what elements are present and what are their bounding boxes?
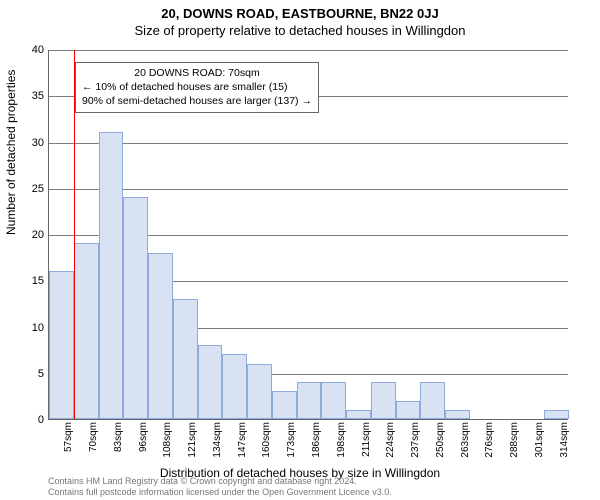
x-tick-label: 96sqm	[138, 422, 149, 452]
x-tick-label: 237sqm	[410, 422, 421, 458]
histogram-bar	[148, 253, 173, 420]
y-tick-label: 40	[14, 44, 44, 56]
histogram-bar	[173, 299, 198, 419]
x-tick-label: 314sqm	[559, 422, 570, 458]
histogram-bar	[99, 132, 124, 419]
x-tick-label: 70sqm	[88, 422, 99, 452]
histogram-bar	[346, 410, 371, 419]
annotation-box: 20 DOWNS ROAD: 70sqm ← 10% of detached h…	[75, 62, 319, 113]
chart-title-main: 20, DOWNS ROAD, EASTBOURNE, BN22 0JJ	[0, 0, 600, 21]
x-tick-label: 134sqm	[212, 422, 223, 458]
x-tick-label: 173sqm	[286, 422, 297, 458]
histogram-bar	[396, 401, 421, 420]
x-tick-label: 121sqm	[187, 422, 198, 458]
histogram-bar	[123, 197, 148, 419]
x-tick-label: 108sqm	[162, 422, 173, 458]
credits: Contains HM Land Registry data © Crown c…	[48, 476, 392, 498]
histogram-bar	[420, 382, 445, 419]
x-tick-label: 160sqm	[261, 422, 272, 458]
histogram-bar	[74, 243, 99, 419]
gridline	[49, 143, 568, 144]
y-tick-label: 0	[14, 414, 44, 426]
gridline	[49, 50, 568, 51]
x-tick-label: 83sqm	[113, 422, 124, 452]
annotation-line-2: ← 10% of detached houses are smaller (15…	[82, 80, 312, 94]
x-tick-label: 250sqm	[435, 422, 446, 458]
gridline	[49, 189, 568, 190]
credits-line-2: Contains full postcode information licen…	[48, 487, 392, 498]
histogram-bar	[49, 271, 74, 419]
y-tick-label: 20	[14, 229, 44, 241]
histogram-bar	[198, 345, 223, 419]
x-tick-label: 276sqm	[484, 422, 495, 458]
histogram-bar	[321, 382, 346, 419]
histogram-bar	[247, 364, 272, 420]
annotation-line-1: 20 DOWNS ROAD: 70sqm	[82, 66, 312, 80]
chart-title-sub: Size of property relative to detached ho…	[0, 21, 600, 42]
x-tick-label: 301sqm	[534, 422, 545, 458]
x-tick-label: 211sqm	[361, 422, 372, 457]
x-tick-label: 147sqm	[237, 422, 248, 458]
annotation-line-3: 90% of semi-detached houses are larger (…	[82, 94, 312, 108]
y-tick-label: 15	[14, 275, 44, 287]
y-tick-label: 10	[14, 322, 44, 334]
histogram-bar	[272, 391, 297, 419]
x-tick-label: 288sqm	[509, 422, 520, 458]
histogram-bar	[222, 354, 247, 419]
y-tick-label: 25	[14, 183, 44, 195]
histogram-bar	[544, 410, 569, 419]
x-tick-label: 263sqm	[460, 422, 471, 458]
x-tick-label: 224sqm	[385, 422, 396, 458]
x-tick-label: 186sqm	[311, 422, 322, 458]
y-tick-label: 5	[14, 368, 44, 380]
histogram-bar	[371, 382, 396, 419]
x-tick-label: 198sqm	[336, 422, 347, 458]
histogram-bar	[445, 410, 470, 419]
histogram-bar	[297, 382, 322, 419]
credits-line-1: Contains HM Land Registry data © Crown c…	[48, 476, 392, 487]
y-tick-label: 30	[14, 137, 44, 149]
x-tick-label: 57sqm	[63, 422, 74, 452]
y-tick-label: 35	[14, 90, 44, 102]
